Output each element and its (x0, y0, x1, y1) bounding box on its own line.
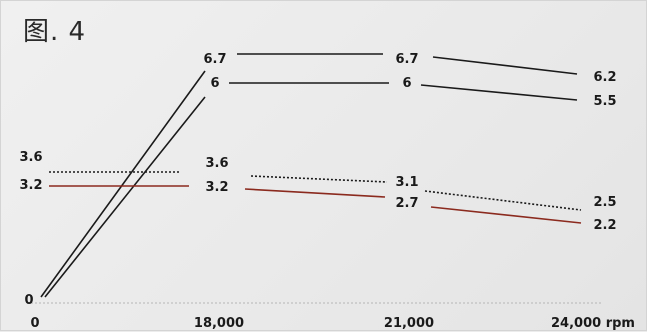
series-1-segment-1 (40, 70, 206, 298)
data-label-s3-p2: 3.6 (205, 156, 228, 171)
series-2-segment-3 (420, 84, 578, 101)
data-label-s2-p2: 6 (210, 76, 219, 91)
data-label-s4-p2: 3.2 (205, 180, 228, 195)
series-3-segment-3 (424, 190, 582, 211)
data-label-layer: 6.7 6.7 6.2 0 6 6 5.5 3.6 3.6 3.1 2.5 3.2 3.2 2.7 2.2 (19, 52, 616, 308)
chart-title: 图. 4 (23, 17, 87, 47)
data-label-s4-p3: 2.7 (395, 196, 418, 211)
series-1 (40, 53, 578, 298)
series-layer (40, 53, 582, 298)
series-4-segment-2 (244, 188, 386, 198)
data-label-s1-p2: 6.7 (203, 52, 226, 67)
data-label-s3-p1: 3.6 (19, 150, 42, 165)
data-label-s2-p4: 5.5 (593, 94, 616, 109)
series-3-segment-2 (250, 175, 388, 183)
series-3 (49, 171, 582, 211)
data-label-s2-p1: 0 (24, 293, 33, 308)
data-label-s4-p1: 3.2 (19, 178, 42, 193)
series-4-segment-3 (430, 206, 582, 224)
data-label-s4-p4: 2.2 (593, 218, 616, 233)
x-tick-label-1: 0 (30, 316, 39, 331)
x-tick-layer: 0 18,000 21,000 24,000 rpm (30, 316, 635, 331)
series-2 (44, 82, 578, 298)
series-2-segment-1 (44, 96, 206, 298)
data-label-s1-p4: 6.2 (593, 70, 616, 85)
x-tick-label-2: 18,000 (194, 316, 244, 331)
data-label-s3-p4: 2.5 (593, 195, 616, 210)
data-label-s2-p3: 6 (402, 76, 411, 91)
data-label-s1-p3: 6.7 (395, 52, 418, 67)
x-tick-label-4: 24,000 rpm (551, 316, 635, 331)
data-label-s3-p3: 3.1 (395, 175, 418, 190)
series-4 (49, 185, 582, 224)
series-1-segment-3 (432, 56, 578, 75)
x-tick-label-3: 21,000 (384, 316, 434, 331)
